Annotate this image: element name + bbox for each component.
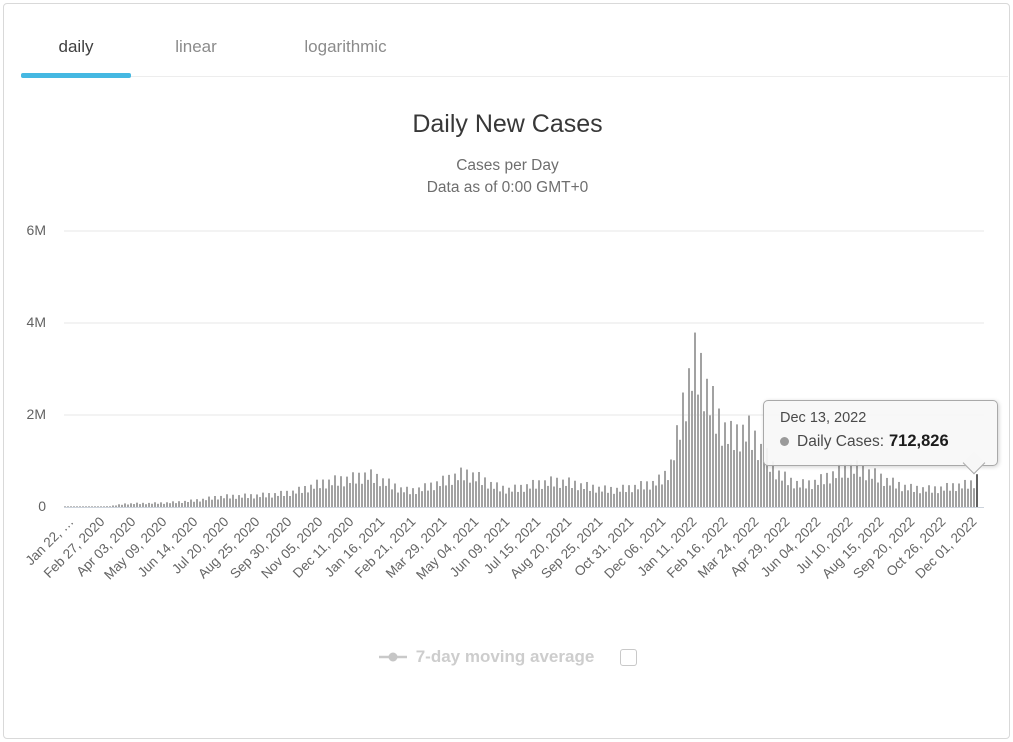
y-tick-label: 6M — [26, 222, 46, 238]
tab-logarithmic[interactable]: logarithmic — [304, 37, 387, 56]
legend-label: 7-day moving average — [415, 647, 595, 666]
active-tab-underline — [21, 73, 131, 78]
y-tick-label: 4M — [26, 314, 46, 330]
tooltip: Dec 13, 2022 Daily Cases: 712,826 — [763, 400, 998, 466]
tooltip-series-label: Daily Cases: — [797, 432, 884, 450]
chart-subtitle-line2: Data as of 0:00 GMT+0 — [426, 179, 589, 196]
tab-linear[interactable]: linear — [175, 37, 217, 56]
chart-card: daily linear logarithmic Daily New Cases… — [3, 3, 1010, 739]
legend-item-7day-average[interactable]: 7-day moving average — [378, 647, 595, 667]
tab-daily[interactable]: daily — [58, 37, 94, 56]
moving-average-marker-icon — [378, 652, 407, 662]
tabbar-divider — [21, 76, 1008, 77]
daily-cases-bar-plot[interactable] — [3, 3, 1010, 739]
legend: 7-day moving average — [4, 645, 1009, 669]
chart-subtitle-line1: Cases per Day — [456, 157, 559, 174]
tooltip-date: Dec 13, 2022 — [780, 410, 867, 426]
legend-checkbox[interactable] — [620, 648, 638, 666]
series-dot-icon — [780, 437, 789, 446]
tooltip-value: 712,826 — [889, 432, 949, 450]
y-tick-label: 0 — [38, 498, 46, 514]
chart-title: Daily New Cases — [412, 110, 603, 138]
y-tick-label: 2M — [26, 406, 46, 422]
